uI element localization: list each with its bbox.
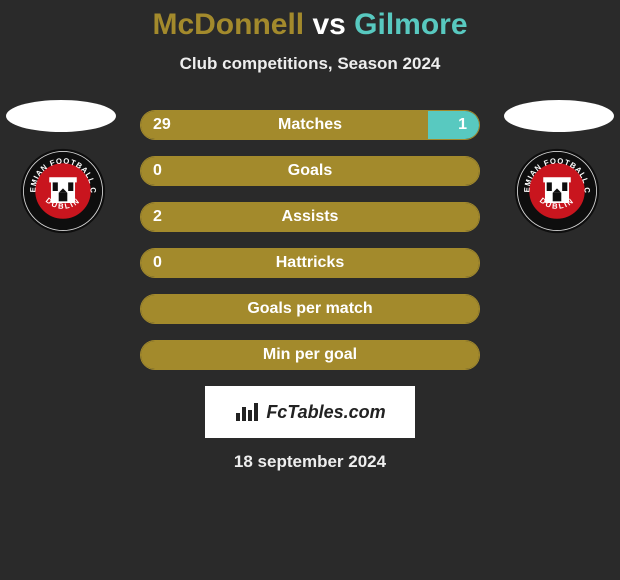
stat-bar-row: 0 Hattricks [140, 248, 480, 278]
stat-bar-row: 0 Goals [140, 156, 480, 186]
bar-value-left: 0 [153, 254, 162, 272]
date-line: 18 september 2024 [0, 452, 620, 472]
watermark-text: FcTables.com [266, 402, 385, 423]
bohemian-badge-icon: BOHEMIAN FOOTBALL CLUB DUBLIN [514, 148, 600, 234]
bar-label: Min per goal [263, 346, 357, 364]
bar-fill-right [428, 111, 479, 139]
bar-value-left: 29 [153, 116, 171, 134]
bar-value-right: 1 [458, 116, 467, 134]
stat-bar-row: 2 Assists [140, 202, 480, 232]
stat-bar-row: Goals per match [140, 294, 480, 324]
comparison-card: McDonnell vs Gilmore Club competitions, … [0, 0, 620, 472]
bar-label: Goals [288, 162, 332, 180]
ellipse-decoration-right [504, 100, 614, 132]
watermark: FcTables.com [205, 386, 415, 438]
title-player-left: McDonnell [152, 8, 304, 41]
bar-label: Hattricks [276, 254, 344, 272]
club-badge-left: BOHEMIAN FOOTBALL CLUB DUBLIN [20, 148, 106, 239]
bar-label: Matches [278, 116, 342, 134]
stat-bar-row: Min per goal [140, 340, 480, 370]
bohemian-badge-icon: BOHEMIAN FOOTBALL CLUB DUBLIN [20, 148, 106, 234]
bar-label: Assists [282, 208, 339, 226]
bar-value-left: 0 [153, 162, 162, 180]
subtitle: Club competitions, Season 2024 [0, 54, 620, 74]
stat-bar-row: 29 1 Matches [140, 110, 480, 140]
bar-value-left: 2 [153, 208, 162, 226]
bar-label: Goals per match [247, 300, 372, 318]
chart-bars-icon [234, 401, 260, 423]
title-player-right: Gilmore [354, 8, 467, 41]
title-vs: vs [304, 8, 354, 41]
ellipse-decoration-left [6, 100, 116, 132]
stat-bars: 29 1 Matches 0 Goals 2 Assists 0 Hattricks Goals … [140, 110, 480, 370]
page-title: McDonnell vs Gilmore [0, 8, 620, 42]
club-badge-right: BOHEMIAN FOOTBALL CLUB DUBLIN [514, 148, 600, 239]
content-region: BOHEMIAN FOOTBALL CLUB DUBLIN [0, 110, 620, 472]
